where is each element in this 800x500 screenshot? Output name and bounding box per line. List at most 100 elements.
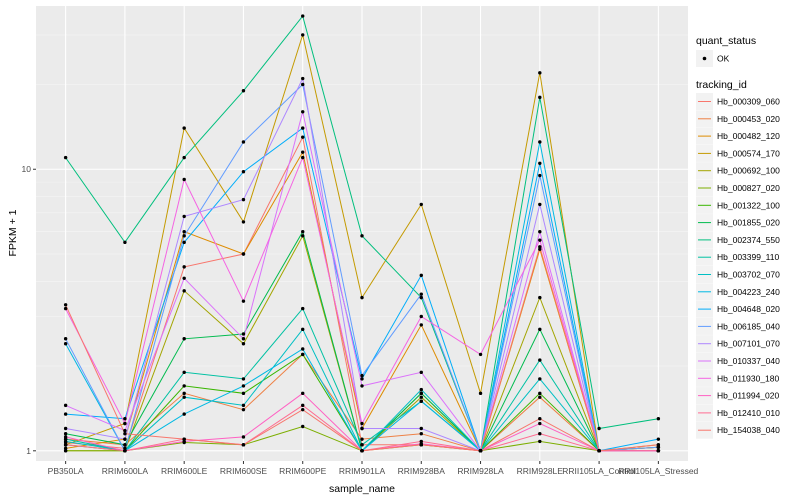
data-point-Hb_001322_100 <box>182 384 186 388</box>
data-point-Hb_012410_010 <box>656 449 661 453</box>
data-point-Hb_154038_040 <box>241 443 246 447</box>
legend-item: Hb_000574_170 <box>696 144 780 162</box>
legend-item: Hb_001322_100 <box>696 196 780 214</box>
data-point-Hb_007101_070 <box>182 214 186 219</box>
data-point-Hb_010337_040 <box>241 337 246 341</box>
data-point-Hb_000574_170 <box>301 33 305 37</box>
data-point-Hb_000574_170 <box>241 220 246 224</box>
x-tick-label: RRIM600LE <box>161 466 208 476</box>
legend-label: Hb_003702_070 <box>717 270 780 280</box>
quant-status-legend-title: quant_status <box>696 35 756 47</box>
legend-label: Hb_007101_070 <box>717 339 780 349</box>
data-point-Hb_007101_070 <box>360 426 364 431</box>
data-point-Hb_004648_020 <box>419 273 423 278</box>
data-point-Hb_004648_020 <box>241 170 246 174</box>
data-point-Hb_003399_110 <box>538 358 542 362</box>
data-point-Hb_001855_020 <box>538 327 542 332</box>
data-point-Hb_011994_020 <box>301 391 305 396</box>
legend-item: Hb_000827_020 <box>696 179 780 197</box>
data-point-Hb_010337_040 <box>538 230 542 234</box>
data-point-Hb_004648_020 <box>182 240 186 245</box>
legend-label: Hb_006185_040 <box>717 321 780 331</box>
data-point-Hb_001855_020 <box>241 332 246 336</box>
data-point-Hb_012410_010 <box>538 432 542 436</box>
data-point-Hb_000309_060 <box>123 446 127 451</box>
data-point-Hb_011930_180 <box>63 306 68 311</box>
data-point-Hb_000482_120 <box>241 252 246 256</box>
legend-item: Hb_003399_110 <box>696 248 780 266</box>
data-point-Hb_000309_060 <box>182 265 186 269</box>
data-point-Hb_002374_550 <box>182 155 186 160</box>
data-point-Hb_010337_040 <box>301 110 305 114</box>
data-point-Hb_007101_070 <box>241 197 246 202</box>
data-point-Hb_003702_070 <box>182 395 186 399</box>
data-point-Hb_012410_010 <box>301 403 305 408</box>
data-point-Hb_154038_040 <box>360 449 364 453</box>
legend-label: Hb_010337_040 <box>717 356 780 366</box>
data-point-Hb_000482_120 <box>182 230 186 234</box>
data-point-Hb_001855_020 <box>419 391 423 396</box>
data-point-Hb_000827_020 <box>538 439 542 444</box>
data-point-Hb_003702_070 <box>241 403 246 408</box>
data-point-Hb_007101_070 <box>301 76 305 81</box>
x-tick-label: RRIM600SE <box>220 466 268 476</box>
data-point-Hb_011930_180 <box>123 421 127 426</box>
data-point-Hb_154038_040 <box>419 443 423 447</box>
data-point-Hb_000692_100 <box>241 342 246 346</box>
data-point-Hb_007101_070 <box>63 426 68 431</box>
data-point-Hb_002374_550 <box>241 89 246 93</box>
data-point-Hb_004648_020 <box>360 377 364 381</box>
legend-label: Hb_011994_020 <box>717 391 780 401</box>
data-point-Hb_006185_040 <box>538 173 542 178</box>
x-tick-label: RRIM600LA <box>102 466 149 476</box>
data-point-Hb_007101_070 <box>123 437 127 441</box>
data-point-Hb_012410_010 <box>123 449 127 453</box>
data-point-Hb_003399_110 <box>360 443 364 447</box>
legend-label: Hb_002374_550 <box>717 235 780 245</box>
data-point-Hb_000574_170 <box>360 295 364 300</box>
data-point-Hb_000692_100 <box>182 289 186 293</box>
data-point-Hb_000574_170 <box>182 126 186 130</box>
legend-label: Hb_000453_020 <box>717 114 780 124</box>
legend-label: Hb_004648_020 <box>717 304 780 314</box>
data-point-Hb_154038_040 <box>182 437 186 441</box>
data-point-Hb_004648_020 <box>656 437 661 441</box>
data-point-Hb_154038_040 <box>538 245 542 249</box>
x-axis-title: sample_name <box>329 483 395 495</box>
data-point-Hb_006185_040 <box>656 445 661 449</box>
legend-item: Hb_004648_020 <box>696 300 780 318</box>
y-axis-title: FPKM + 1 <box>7 209 19 256</box>
data-point-Hb_011930_180 <box>419 314 423 319</box>
data-point-Hb_012410_010 <box>63 443 68 447</box>
data-point-Hb_003399_110 <box>241 377 246 381</box>
data-point-Hb_004223_240 <box>538 140 542 144</box>
legend-item: Hb_012410_010 <box>696 404 780 422</box>
data-point-Hb_154038_040 <box>656 443 661 447</box>
legend-item: Hb_011930_180 <box>696 369 780 387</box>
data-point-Hb_000827_020 <box>301 424 305 429</box>
y-tick-label: 10 <box>22 164 32 174</box>
data-point-Hb_154038_040 <box>63 303 68 307</box>
legend-item: Hb_154038_040 <box>696 421 780 439</box>
data-point-Hb_002374_550 <box>419 295 423 300</box>
quant-status-legend-label: OK <box>717 54 730 64</box>
data-point-Hb_004223_240 <box>241 384 246 388</box>
y-tick-label: 1 <box>26 446 31 456</box>
legend-item: Hb_000309_060 <box>696 93 780 110</box>
data-point-Hb_002374_550 <box>63 155 68 160</box>
data-point-Hb_002374_550 <box>123 240 127 245</box>
legend-label: Hb_001322_100 <box>717 200 780 210</box>
data-point-Hb_000453_020 <box>360 437 364 441</box>
data-point-Hb_000453_020 <box>241 407 246 412</box>
data-point-Hb_011994_020 <box>538 421 542 426</box>
data-point-Hb_004648_020 <box>301 126 305 130</box>
legend-label: Hb_012410_010 <box>717 408 780 418</box>
y-axis: 1 10 <box>22 164 36 456</box>
x-tick-label: PB350LA <box>48 466 84 476</box>
legend: quant_status OK tracking_id Hb_000309_06… <box>696 35 780 439</box>
data-point-Hb_000482_120 <box>538 247 542 251</box>
data-point-Hb_003399_110 <box>182 370 186 375</box>
data-point-Hb_004648_020 <box>63 412 68 416</box>
data-point-Hb_010337_040 <box>63 403 68 408</box>
